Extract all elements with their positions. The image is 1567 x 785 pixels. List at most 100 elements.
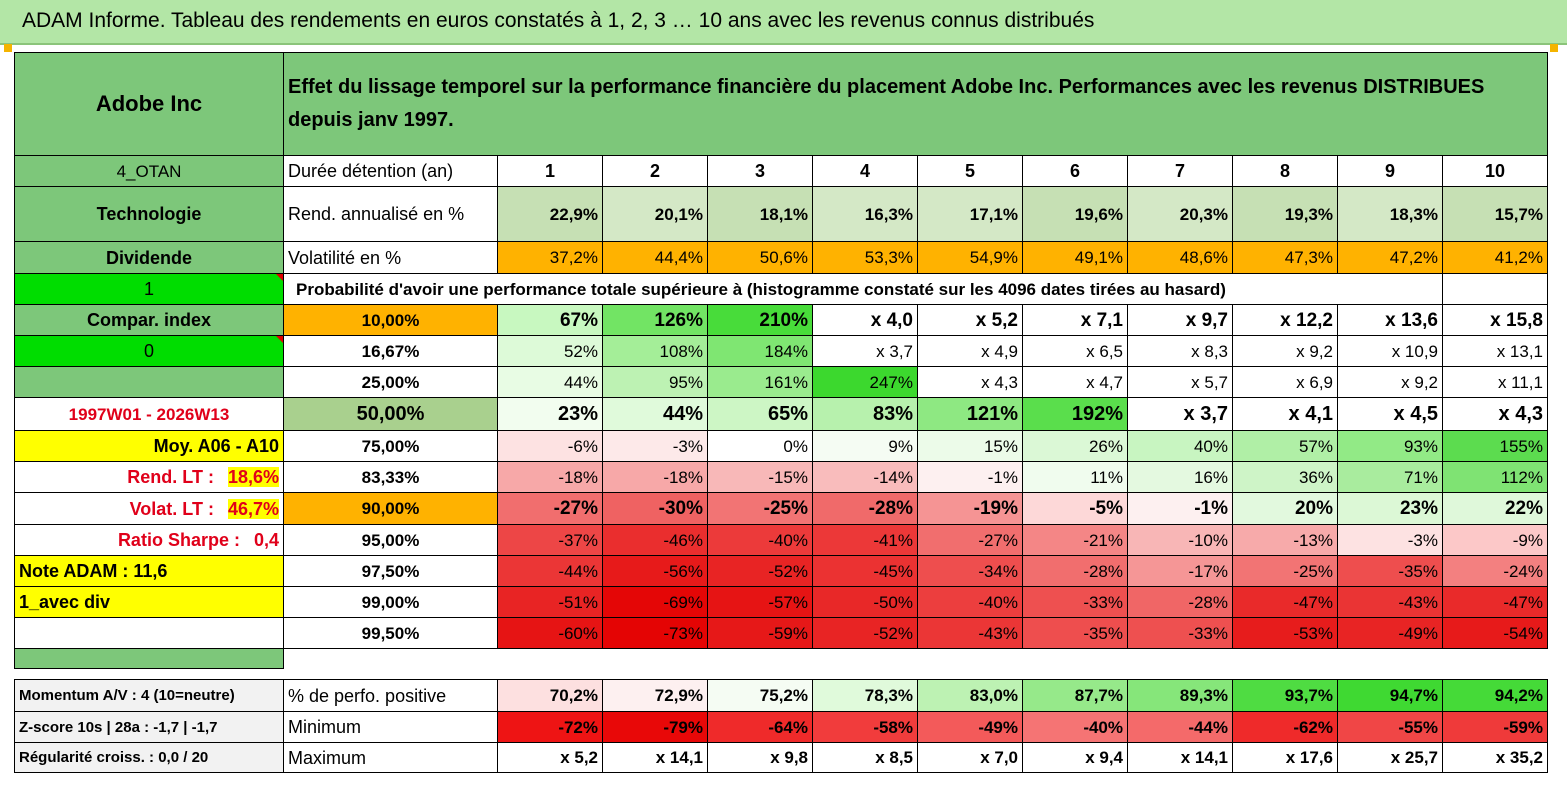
prob-value: 44% xyxy=(497,366,603,398)
prob-value: -30% xyxy=(602,492,708,525)
page-title: ADAM Informe. Tableau des rendements en … xyxy=(22,9,1095,32)
flag-zero-cell: 0 xyxy=(14,335,284,367)
moy-cell: Moy. A06 - A10 xyxy=(14,430,284,462)
lt-stat-label: Rend. LT : xyxy=(127,467,214,487)
prob-value: 67% xyxy=(497,304,603,336)
year-header: 7 xyxy=(1127,155,1233,187)
prob-value: 184% xyxy=(707,335,813,367)
prob-value: -46% xyxy=(602,524,708,556)
stats-side-cell: Momentum A/V : 4 (10=neutre) xyxy=(14,679,284,712)
stats-value: -49% xyxy=(917,711,1023,743)
stats-table: Momentum A/V : 4 (10=neutre)% de perfo. … xyxy=(14,679,1548,773)
prob-value: 23% xyxy=(1337,492,1443,525)
vol-value: 48,6% xyxy=(1127,241,1233,274)
prob-value: -15% xyxy=(707,461,813,493)
blank-side-cell xyxy=(14,617,284,649)
prob-value: 210% xyxy=(707,304,813,336)
table-description: Effet du lissage temporel sur la perform… xyxy=(283,52,1548,156)
probability-cell: 90,00% xyxy=(283,492,498,525)
prob-value: -1% xyxy=(1127,492,1233,525)
spacer-cell xyxy=(284,649,1548,669)
prob-value: 71% xyxy=(1337,461,1443,493)
probability-cell: 10,00% xyxy=(283,304,498,336)
prob-value: -24% xyxy=(1442,555,1548,587)
rend-value: 16,3% xyxy=(812,186,918,242)
rend-value: 18,3% xyxy=(1337,186,1443,242)
prob-value: -5% xyxy=(1022,492,1128,525)
prob-value: -13% xyxy=(1232,524,1338,556)
stats-value: 87,7% xyxy=(1022,679,1128,712)
vol-value: 53,3% xyxy=(812,241,918,274)
prob-value: 192% xyxy=(1022,397,1128,431)
rend-value: 17,1% xyxy=(917,186,1023,242)
rend-value: 19,3% xyxy=(1232,186,1338,242)
stats-row: Momentum A/V : 4 (10=neutre)% de perfo. … xyxy=(14,679,1548,712)
year-header: 1 xyxy=(497,155,603,187)
stats-value: 75,2% xyxy=(707,679,813,712)
vol-value: 47,2% xyxy=(1337,241,1443,274)
prob-row: Note ADAM : 11,6 97,50% -44% -56% -52% -45% -3… xyxy=(14,555,1548,587)
lt-stat-value: 46,7% xyxy=(227,498,279,519)
period-cell: 1997W01 - 2026W13 xyxy=(14,397,284,431)
stats-value: 83,0% xyxy=(917,679,1023,712)
prob-value: -34% xyxy=(917,555,1023,587)
prob-value: 52% xyxy=(497,335,603,367)
prob-value: x 8,3 xyxy=(1127,335,1233,367)
duration-row: 4_OTAN Durée détention (an) 1 2 3 4 5 6 7 8 9 10 xyxy=(14,155,1548,187)
prob-value: 108% xyxy=(602,335,708,367)
rend-value: 18,1% xyxy=(707,186,813,242)
stats-value: -40% xyxy=(1022,711,1128,743)
prob-value: x 9,2 xyxy=(1337,366,1443,398)
prob-value: -54% xyxy=(1442,617,1548,649)
year-header: 10 xyxy=(1442,155,1548,187)
company-name: Adobe Inc xyxy=(14,52,284,156)
probability-cell: 25,00% xyxy=(283,366,498,398)
prob-value: x 12,2 xyxy=(1232,304,1338,336)
prob-value: -3% xyxy=(602,430,708,462)
prob-value: -6% xyxy=(497,430,603,462)
prob-value: -43% xyxy=(917,617,1023,649)
stats-value: x 8,5 xyxy=(812,742,918,773)
prob-value: -52% xyxy=(707,555,813,587)
prob-value: 121% xyxy=(917,397,1023,431)
prob-value: x 4,3 xyxy=(917,366,1023,398)
prob-value: -33% xyxy=(1022,586,1128,618)
stats-value: 94,2% xyxy=(1442,679,1548,712)
prob-value: 112% xyxy=(1442,461,1548,493)
stats-value: 72,9% xyxy=(602,679,708,712)
corner-marker xyxy=(4,44,12,52)
prob-value: x 4,0 xyxy=(812,304,918,336)
type-cell: Dividende xyxy=(14,241,284,274)
prob-value: x 6,9 xyxy=(1232,366,1338,398)
proba-label: Probabilité d'avoir une performance tota… xyxy=(283,273,1443,305)
prob-value: -40% xyxy=(917,586,1023,618)
prob-value: x 4,5 xyxy=(1337,397,1443,431)
prob-value: -28% xyxy=(1127,586,1233,618)
prob-row: Moy. A06 - A10 75,00% -6% -3% 0% 9% 15% 26% 40% 5… xyxy=(14,430,1548,462)
prob-value: 16% xyxy=(1127,461,1233,493)
prob-value: -27% xyxy=(917,524,1023,556)
prob-value: 40% xyxy=(1127,430,1233,462)
lt-stat-cell: Rend. LT : 18,6% xyxy=(14,461,284,493)
probability-cell: 83,33% xyxy=(283,461,498,493)
prob-value: -21% xyxy=(1022,524,1128,556)
stats-value: x 17,6 xyxy=(1232,742,1338,773)
prob-row: Volat. LT :46,7% 90,00% -27% -30% -25% -28% -1… xyxy=(14,492,1548,525)
prob-value: 44% xyxy=(602,397,708,431)
prob-value: 65% xyxy=(707,397,813,431)
probability-cell: 99,00% xyxy=(283,586,498,618)
prob-value: -3% xyxy=(1337,524,1443,556)
prob-value: -47% xyxy=(1232,586,1338,618)
stats-label: Minimum xyxy=(283,711,498,743)
prob-value: -47% xyxy=(1442,586,1548,618)
prob-value: x 13,6 xyxy=(1337,304,1443,336)
prob-value: 93% xyxy=(1337,430,1443,462)
prob-value: -69% xyxy=(602,586,708,618)
lt-stat-value: 0,4 xyxy=(253,530,279,550)
flag-one-cell: 1 xyxy=(14,273,284,305)
year-header: 9 xyxy=(1337,155,1443,187)
stats-value: x 9,4 xyxy=(1022,742,1128,773)
prob-value: -28% xyxy=(812,492,918,525)
prob-value: 11% xyxy=(1022,461,1128,493)
stats-value: -79% xyxy=(602,711,708,743)
